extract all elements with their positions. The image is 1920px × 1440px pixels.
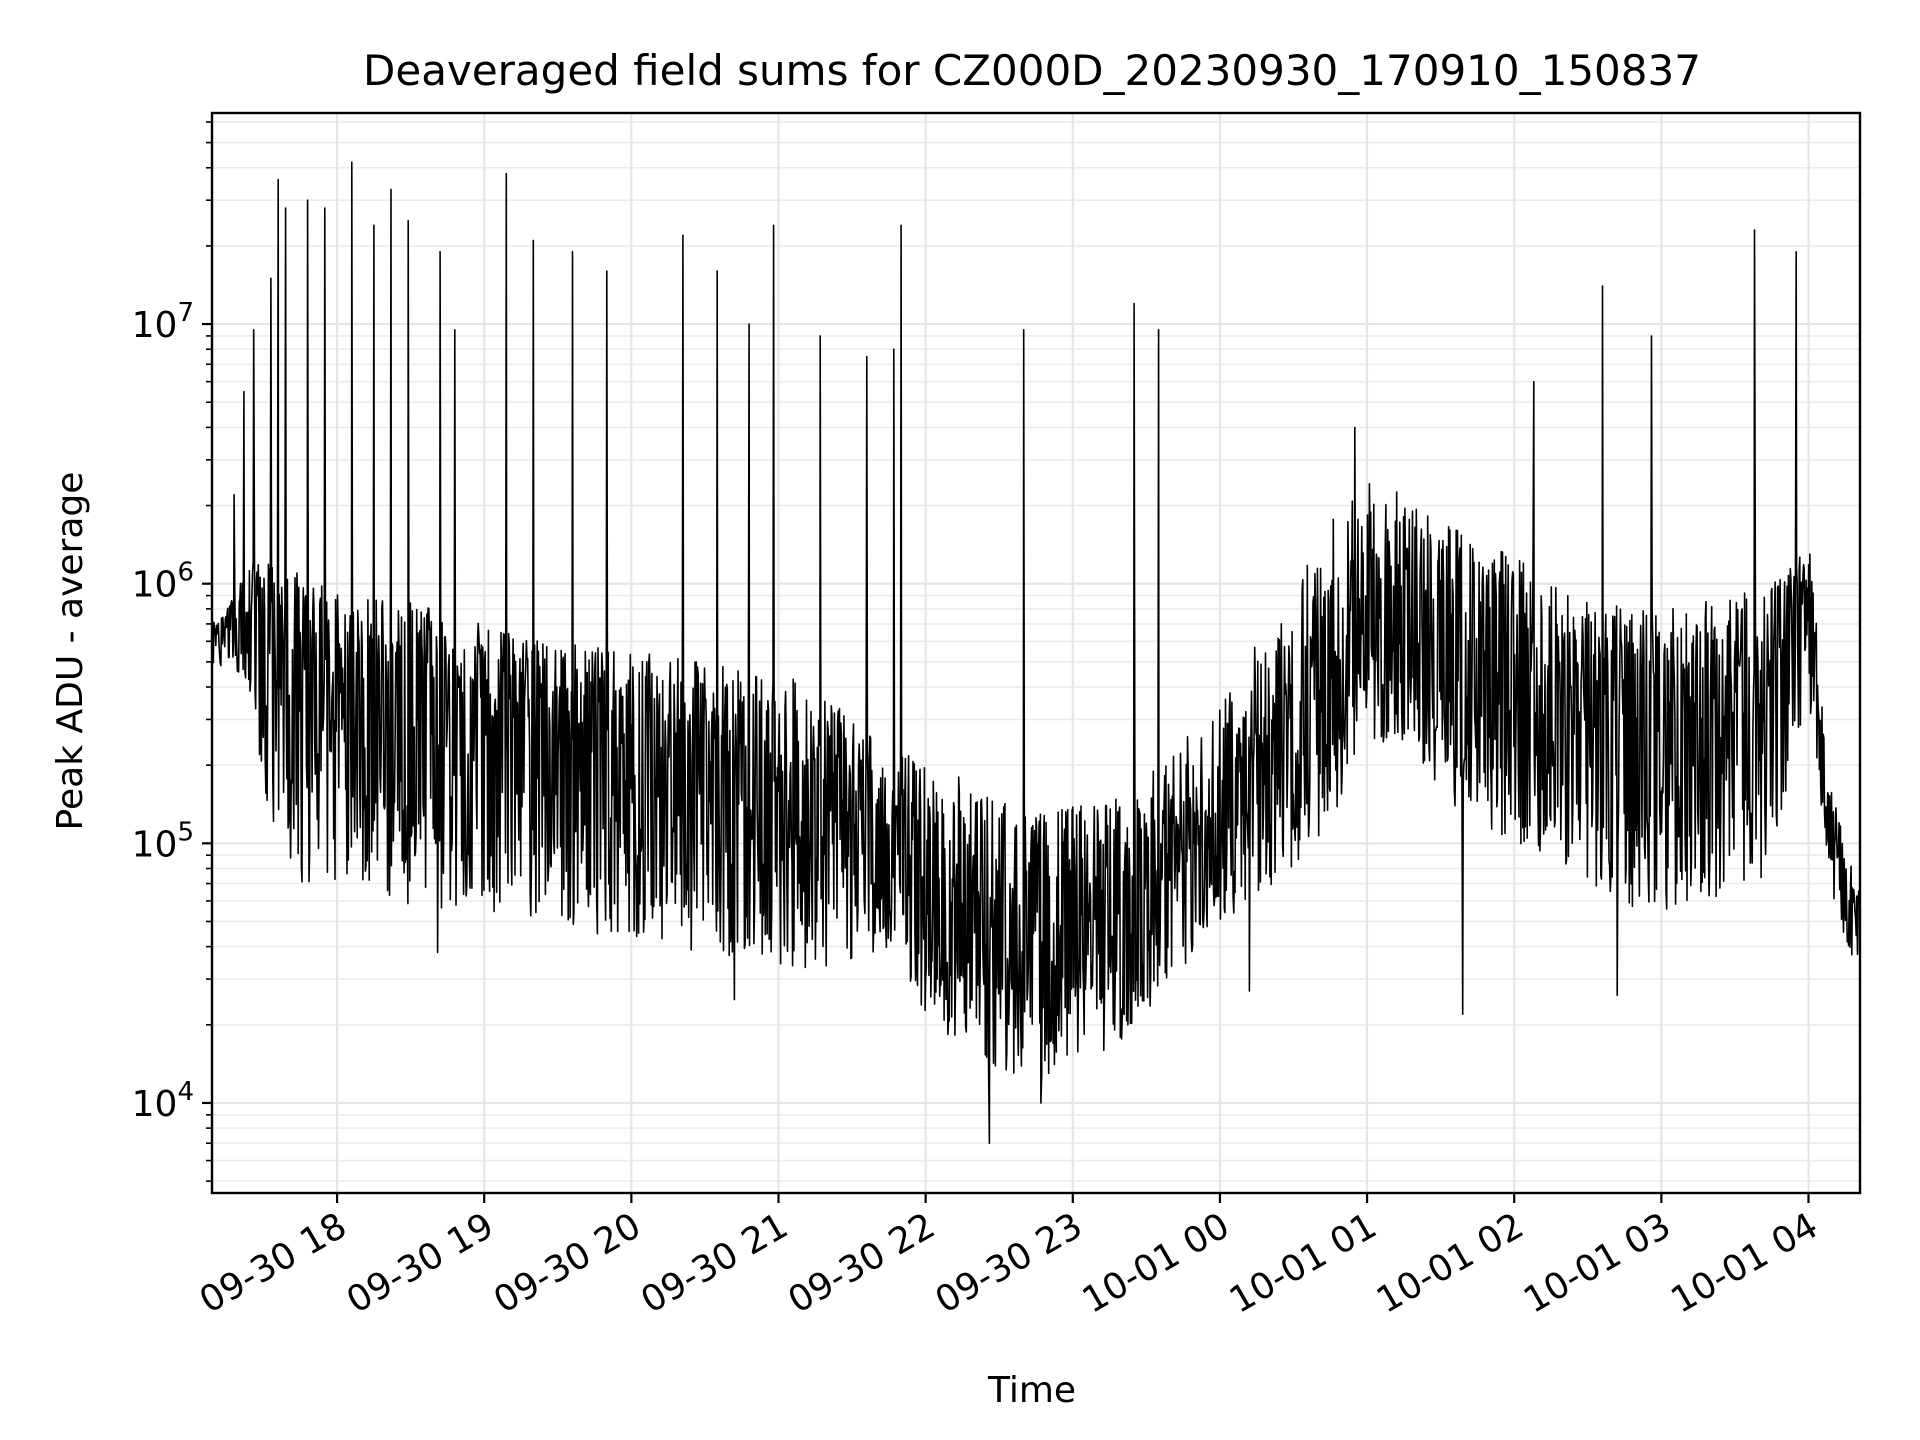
x-axis-label: Time — [987, 1370, 1076, 1411]
series-line — [212, 161, 1860, 1144]
y-tick-label: 104 — [132, 1077, 194, 1125]
y-tick-label: 105 — [132, 817, 194, 865]
plot-frame — [210, 111, 1862, 1195]
chart-title: Deaveraged field sums for CZ000D_2023093… — [363, 46, 1701, 95]
y-axis-label: Peak ADU - average — [50, 472, 91, 831]
series-group — [212, 161, 1860, 1144]
y-tick-label: 106 — [132, 558, 194, 606]
y-tick-label: 107 — [132, 298, 194, 346]
plot-data — [212, 161, 1860, 1144]
